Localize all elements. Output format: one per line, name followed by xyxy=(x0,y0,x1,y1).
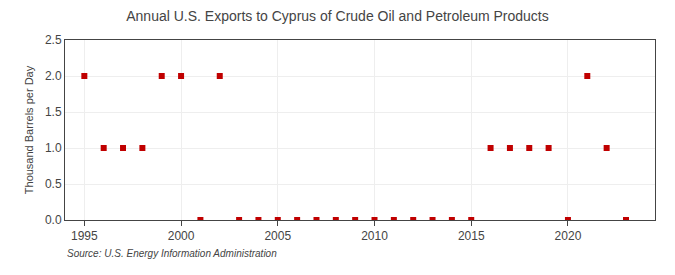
svg-text:Thousand Barrels per Day: Thousand Barrels per Day xyxy=(23,65,35,194)
svg-text:2.0: 2.0 xyxy=(45,69,62,83)
svg-text:2015: 2015 xyxy=(458,229,485,243)
svg-text:Annual U.S. Exports to Cyprus: Annual U.S. Exports to Cyprus of Crude O… xyxy=(126,8,549,24)
svg-text:1.0: 1.0 xyxy=(45,141,62,155)
svg-text:2000: 2000 xyxy=(168,229,195,243)
svg-text:2020: 2020 xyxy=(555,229,582,243)
svg-text:0.0: 0.0 xyxy=(45,213,62,227)
svg-text:0.5: 0.5 xyxy=(45,177,62,191)
svg-text:1995: 1995 xyxy=(71,229,98,243)
svg-text:1.5: 1.5 xyxy=(45,105,62,119)
svg-text:2.5: 2.5 xyxy=(45,33,62,47)
svg-text:2005: 2005 xyxy=(264,229,291,243)
svg-text:2010: 2010 xyxy=(361,229,388,243)
svg-text:Source: U.S. Energy Informatio: Source: U.S. Energy Information Administ… xyxy=(67,248,277,259)
